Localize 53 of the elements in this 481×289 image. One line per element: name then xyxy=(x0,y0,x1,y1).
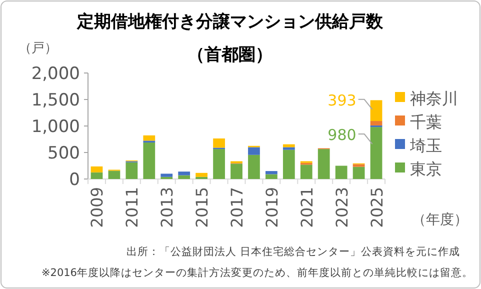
x-tick-label: 2013 xyxy=(158,187,177,228)
bar xyxy=(143,142,156,179)
x-tick-label: 2025 xyxy=(367,187,386,228)
legend-label: 神奈川 xyxy=(410,89,458,108)
chart-subtitle: （首都圏） xyxy=(188,45,272,65)
legend-label: 埼玉 xyxy=(409,136,442,155)
x-tick-label: 2015 xyxy=(192,187,212,228)
bar xyxy=(178,172,190,176)
y-tick-label: 2,000 xyxy=(31,64,80,84)
bar xyxy=(248,147,260,155)
y-tick-label: 0 xyxy=(69,170,80,190)
bar xyxy=(213,149,225,179)
x-tick-label: 2011 xyxy=(122,187,142,228)
bar xyxy=(300,164,312,179)
bar xyxy=(266,174,278,179)
bar xyxy=(352,164,365,167)
x-tick-label: 2009 xyxy=(88,187,107,228)
bar xyxy=(248,154,260,179)
data-label: 980 xyxy=(328,126,356,144)
bar xyxy=(282,150,295,179)
text: ※2016年度以降はセンターの集計方法変更のため、前年度以前との単純比較には留意。 xyxy=(41,266,473,279)
x-tick-label: 2017 xyxy=(228,187,246,228)
bar xyxy=(282,147,295,150)
bar xyxy=(370,121,382,126)
y-tick-label: 1,000 xyxy=(31,117,80,137)
bar xyxy=(370,100,382,122)
chart-title: 定期借地権付き分譲マンション供給戸数 xyxy=(76,12,384,32)
data-label: 393 xyxy=(328,91,356,110)
x-axis-title: （年度） xyxy=(412,212,468,228)
text: 出所：「公益財団法人 日本住宅総合センター」公表資料を元に作成 xyxy=(126,245,460,258)
bar xyxy=(126,162,138,179)
bar xyxy=(370,127,382,179)
bar xyxy=(213,138,225,148)
x-tick-label: 2019 xyxy=(262,187,282,228)
bar xyxy=(108,170,120,179)
bar xyxy=(230,164,242,179)
bar xyxy=(143,135,156,141)
bar xyxy=(160,174,173,177)
bar xyxy=(178,175,190,179)
bar xyxy=(335,166,348,179)
bar xyxy=(352,166,365,179)
y-tick-label: 1,500 xyxy=(31,90,80,110)
legend-label: 千葉 xyxy=(410,112,442,132)
bar xyxy=(196,172,208,177)
bar xyxy=(90,172,103,179)
y-tick-label: 500 xyxy=(48,144,80,164)
legend-label: 東京 xyxy=(410,160,442,178)
x-tick-label: 2023 xyxy=(332,187,352,228)
bar xyxy=(266,171,278,174)
bar xyxy=(90,166,103,172)
y-axis-title: （戸） xyxy=(18,41,58,56)
bar xyxy=(318,149,330,179)
x-tick-label: 2021 xyxy=(297,187,316,228)
